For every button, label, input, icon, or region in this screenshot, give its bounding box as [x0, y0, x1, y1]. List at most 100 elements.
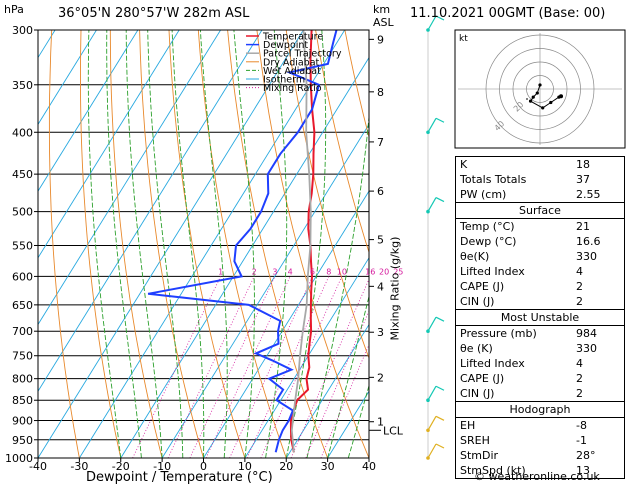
hodograph-stat-value: -8 — [576, 419, 587, 432]
surface-label: Lifted Index — [460, 265, 525, 278]
mixing-ratio-label: 10 — [337, 267, 347, 276]
surface-label: CAPE (J) — [460, 280, 505, 293]
legend-item: Mixing Ratio — [263, 83, 322, 94]
wet-adiabat — [87, 30, 122, 458]
hodograph-stat-value: 13 — [576, 464, 590, 477]
surface-label: θe(K) — [460, 250, 490, 263]
storm-motion-dot — [559, 94, 564, 99]
hodograph-point — [531, 95, 535, 99]
most-unstable-section: Most Unstable Pressure (mb) 984 θe (K) 330 L… — [456, 309, 624, 401]
isotherm-line — [285, 323, 369, 458]
hodograph-stats-section: Hodograph EH -8 SREH -1 StmDir 28° StmSpd (kt)… — [456, 401, 624, 478]
surface-value: 2 — [576, 295, 583, 308]
hodograph-stat-row: EH -8 — [456, 418, 624, 433]
temp-tick-label: 40 — [362, 460, 376, 473]
hodograph-kt-label: kt — [459, 34, 468, 44]
km-label: km — [373, 3, 391, 16]
mixing-ratio-label: 3 — [272, 267, 277, 276]
header-datetime: 11.10.2021 00GMT (Base: 00) — [410, 6, 606, 21]
mixing-ratio-line — [229, 276, 313, 458]
pressure-tick-label: 1000 — [5, 452, 33, 465]
mixing-ratio-line — [305, 309, 369, 458]
wind-barb-staff — [427, 385, 437, 401]
pressure-tick-label: 600 — [12, 270, 33, 283]
pressure-tick-label: 850 — [12, 394, 33, 407]
isotherm-line — [79, 30, 346, 458]
dry-adiabat — [227, 30, 329, 458]
index-value: 18 — [576, 158, 590, 171]
index-row: K 18 — [456, 157, 624, 172]
mixing-ratio-axis-title: Mixing Ratio (g/kg) — [388, 236, 402, 341]
wind-barb-staff — [427, 117, 437, 133]
index-label: Totals Totals — [460, 173, 527, 186]
hpa-label: hPa — [4, 3, 24, 16]
most-unstable-label: Lifted Index — [460, 357, 525, 370]
wind-barb-flag — [435, 117, 445, 123]
wet-adiabat — [265, 30, 288, 458]
hodograph-stat-label: StmSpd (kt) — [460, 464, 526, 477]
temperature-line — [289, 30, 316, 453]
surface-value: 4 — [576, 265, 583, 278]
dry-adiabat — [256, 30, 369, 458]
surface-row: Temp (°C) 21 — [456, 219, 624, 234]
index-value: 37 — [576, 173, 590, 186]
xaxis-title: Dewpoint / Temperature (°C) — [86, 470, 273, 485]
surface-value: 330 — [576, 250, 597, 263]
isotherm-line — [38, 30, 304, 458]
wind-barb-flag — [435, 316, 445, 322]
wet-adiabat — [327, 294, 369, 458]
most-unstable-label: θe (K) — [460, 342, 493, 355]
dry-adiabat — [48, 30, 80, 458]
surface-value: 2 — [576, 280, 583, 293]
pressure-tick-label: 300 — [12, 24, 33, 37]
wet-adiabat — [171, 30, 205, 458]
km-tick-label: 3 — [377, 326, 384, 339]
temp-tick-label: -40 — [29, 460, 47, 473]
surface-row: CIN (J) 2 — [456, 294, 624, 309]
mixing-ratio-label: 6 — [310, 267, 315, 276]
legend-item: Dewpoint — [263, 40, 308, 51]
indices-table: K 18 Totals Totals 37 PW (cm) 2.55 Surface Te… — [455, 156, 625, 479]
wind-barb-staff — [427, 15, 437, 31]
isotherm-line — [38, 30, 180, 259]
pressure-tick-label: 450 — [12, 168, 33, 181]
most-unstable-value: 330 — [576, 342, 597, 355]
mixing-ratio-line — [260, 276, 343, 458]
hodograph-point — [541, 106, 545, 110]
temp-tick-label: -10 — [153, 460, 171, 473]
isotherm-line — [38, 30, 263, 393]
wind-barb-staff — [427, 415, 437, 431]
surface-row: θe(K) 330 — [456, 249, 624, 264]
wind-barbs — [426, 15, 445, 460]
wind-barb-staff — [427, 443, 437, 459]
index-label: K — [460, 158, 468, 171]
temp-tick-label: -20 — [112, 460, 130, 473]
temp-tick-label: 30 — [321, 460, 335, 473]
isotherm-line — [120, 56, 369, 458]
mixing-ratio-line — [189, 276, 276, 458]
most-unstable-label: CAPE (J) — [460, 372, 505, 385]
most-unstable-value: 2 — [576, 387, 583, 400]
surface-row: Dewp (°C) 16.6 — [456, 234, 624, 249]
pressure-tick-label: 350 — [12, 79, 33, 92]
pressure-tick-label: 550 — [12, 239, 33, 252]
hodograph-stat-row: StmDir 28° — [456, 448, 624, 463]
hodograph-point — [538, 83, 542, 87]
hodograph-point — [528, 99, 533, 103]
temp-tick-label: 0 — [200, 460, 207, 473]
isotherm-line — [203, 190, 369, 458]
temp-tick-label: 20 — [279, 460, 293, 473]
most-unstable-row: Pressure (mb) 984 — [456, 326, 624, 341]
index-value: 2.55 — [576, 188, 601, 201]
wet-adiabat — [106, 30, 142, 458]
most-unstable-value: 2 — [576, 372, 583, 385]
legend-item: Isotherm — [263, 75, 305, 86]
hodograph-point — [549, 100, 553, 105]
legend-item: Dry Adiabat — [263, 57, 320, 68]
km-tick-label: 2 — [377, 371, 384, 384]
pressure-tick-label: 800 — [12, 373, 33, 386]
wet-adiabat — [347, 384, 369, 458]
wind-barb-flag — [435, 385, 445, 391]
pressure-tick-label: 400 — [12, 126, 33, 139]
